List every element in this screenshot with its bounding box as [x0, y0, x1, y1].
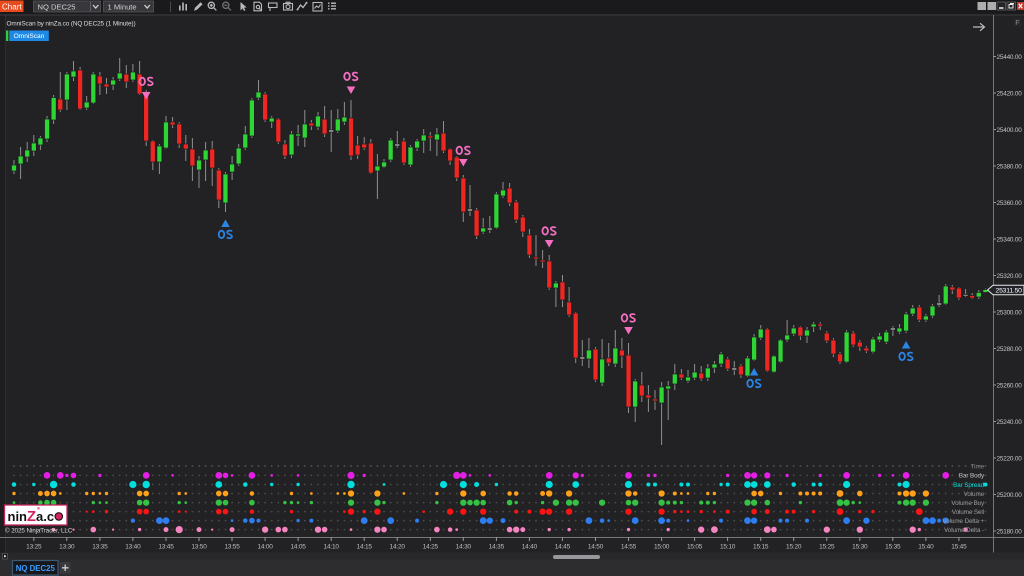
svg-text:13:45: 13:45 [158, 544, 174, 551]
svg-text:25311.50: 25311.50 [996, 288, 1023, 295]
svg-text:14:55: 14:55 [621, 544, 637, 551]
svg-text:25440.00: 25440.00 [997, 54, 1023, 61]
svg-text:14:40: 14:40 [522, 544, 538, 551]
svg-text:OmniScan: OmniScan [14, 33, 45, 40]
svg-text:Volume Buy: Volume Buy [951, 500, 985, 507]
svg-text:25400.00: 25400.00 [997, 127, 1023, 134]
svg-text:Volume Delta -: Volume Delta - [944, 527, 984, 534]
svg-text:14:35: 14:35 [489, 544, 505, 551]
svg-text:Volume Delta +: Volume Delta + [943, 518, 985, 525]
svg-text:1 Minute: 1 Minute [108, 2, 137, 11]
svg-text:25220.00: 25220.00 [997, 455, 1023, 462]
svg-text:14:00: 14:00 [257, 544, 273, 551]
svg-text:14:15: 14:15 [357, 544, 373, 551]
svg-text:25320.00: 25320.00 [997, 273, 1023, 280]
svg-text:15:10: 15:10 [720, 544, 736, 551]
svg-text:F: F [1015, 18, 1020, 27]
svg-text:25360.00: 25360.00 [997, 200, 1023, 207]
svg-text:15:05: 15:05 [687, 544, 703, 551]
svg-text:14:05: 14:05 [290, 544, 306, 551]
svg-text:15:45: 15:45 [951, 544, 967, 551]
svg-text:25180.00: 25180.00 [997, 528, 1023, 535]
svg-text:13:40: 13:40 [125, 544, 141, 551]
svg-text:25340.00: 25340.00 [997, 236, 1023, 243]
svg-text:14:10: 14:10 [324, 544, 340, 551]
svg-text:Bar Spread: Bar Spread [953, 482, 984, 489]
svg-text:15:25: 15:25 [819, 544, 835, 551]
svg-text:15:40: 15:40 [918, 544, 934, 551]
svg-text:ninZa.c: ninZa.c [8, 509, 55, 525]
svg-text:Volume Sell: Volume Sell [952, 509, 984, 516]
svg-text:NQ DEC25: NQ DEC25 [16, 564, 56, 573]
svg-text:25420.00: 25420.00 [997, 90, 1023, 97]
svg-text:15:15: 15:15 [753, 544, 769, 551]
svg-text:Bar Body: Bar Body [959, 473, 985, 480]
svg-text:25240.00: 25240.00 [997, 419, 1023, 426]
svg-text:14:50: 14:50 [588, 544, 604, 551]
svg-text:14:45: 14:45 [555, 544, 571, 551]
svg-text:© 2025 NinjaTrader, LLC: © 2025 NinjaTrader, LLC [5, 527, 73, 535]
svg-text:13:25: 13:25 [26, 544, 42, 551]
svg-text:15:00: 15:00 [654, 544, 670, 551]
svg-text:25300.00: 25300.00 [997, 309, 1023, 316]
svg-text:15:35: 15:35 [885, 544, 901, 551]
svg-text:15:30: 15:30 [852, 544, 868, 551]
svg-text:15:20: 15:20 [786, 544, 802, 551]
svg-text:14:25: 14:25 [423, 544, 439, 551]
svg-text:Time: Time [971, 463, 985, 470]
svg-text:14:20: 14:20 [390, 544, 406, 551]
svg-text:NQ DEC25: NQ DEC25 [38, 2, 76, 11]
svg-text:13:50: 13:50 [191, 544, 207, 551]
svg-text:13:35: 13:35 [92, 544, 108, 551]
svg-text:13:30: 13:30 [59, 544, 75, 551]
svg-text:OmniScan by ninZa.co (NQ DEC25: OmniScan by ninZa.co (NQ DEC25 (1 Minute… [7, 20, 136, 27]
svg-text:14:30: 14:30 [456, 544, 472, 551]
svg-text:Chart: Chart [2, 2, 22, 11]
svg-text:25380.00: 25380.00 [997, 163, 1023, 170]
svg-text:25260.00: 25260.00 [997, 382, 1023, 389]
svg-text:25200.00: 25200.00 [997, 492, 1023, 499]
svg-text:13:55: 13:55 [224, 544, 240, 551]
svg-text:Volume: Volume [964, 491, 985, 498]
svg-text:25280.00: 25280.00 [997, 346, 1023, 353]
